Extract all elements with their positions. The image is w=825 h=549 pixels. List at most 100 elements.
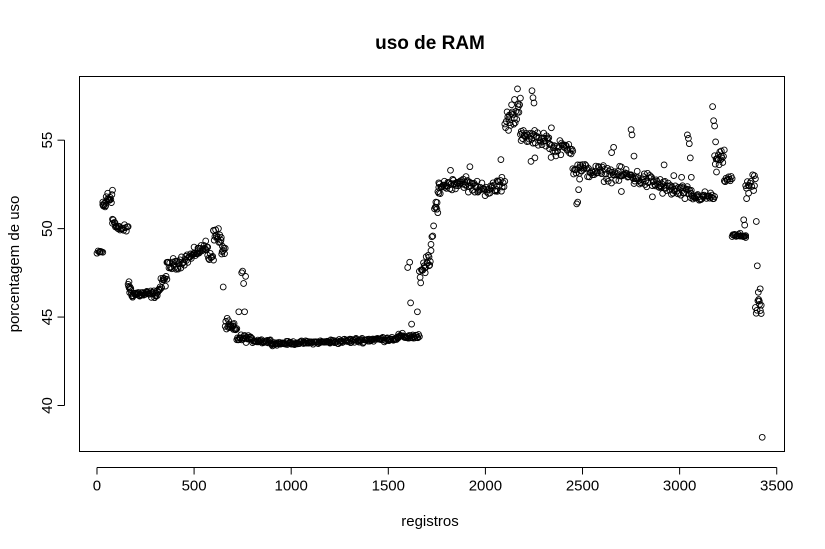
data-point bbox=[565, 141, 573, 148]
data-point bbox=[635, 177, 643, 184]
y-axis-label: porcentagem de uso bbox=[6, 196, 23, 333]
x-tick-label: 2000 bbox=[469, 478, 502, 495]
data-point bbox=[417, 279, 425, 287]
y-tick-label: 50 bbox=[39, 220, 56, 237]
plot-frame bbox=[79, 76, 785, 452]
x-tick-label: 3500 bbox=[760, 478, 793, 495]
data-point bbox=[707, 189, 714, 197]
data-point bbox=[435, 189, 443, 197]
data-point bbox=[630, 152, 638, 160]
data-point bbox=[148, 294, 155, 301]
data-point bbox=[429, 232, 437, 240]
data-point bbox=[108, 191, 116, 198]
data-point bbox=[466, 179, 474, 186]
data-point bbox=[421, 269, 429, 277]
x-tick-label: 2500 bbox=[566, 478, 599, 495]
data-point bbox=[741, 232, 749, 240]
data-point bbox=[425, 253, 433, 261]
data-point bbox=[516, 101, 523, 109]
data-point bbox=[627, 126, 635, 133]
data-point bbox=[547, 154, 555, 161]
data-point bbox=[575, 186, 582, 194]
data-point bbox=[502, 117, 510, 125]
data-point bbox=[162, 282, 169, 290]
data-point bbox=[745, 189, 752, 197]
data-point bbox=[215, 225, 222, 232]
data-point bbox=[95, 248, 103, 256]
data-point bbox=[109, 186, 116, 194]
data-point bbox=[628, 131, 636, 139]
y-tick-label: 40 bbox=[39, 397, 56, 414]
data-point bbox=[242, 273, 249, 280]
data-point bbox=[649, 193, 656, 201]
data-point bbox=[501, 178, 509, 185]
data-point bbox=[462, 173, 470, 180]
data-point bbox=[720, 146, 728, 154]
data-point bbox=[127, 285, 135, 292]
data-point bbox=[156, 285, 164, 293]
data-point bbox=[232, 326, 240, 333]
data-point bbox=[506, 119, 514, 127]
data-point bbox=[529, 94, 537, 102]
data-point bbox=[576, 175, 583, 183]
data-point bbox=[757, 301, 765, 309]
data-point bbox=[202, 237, 210, 245]
data-point bbox=[124, 223, 132, 230]
data-point bbox=[569, 147, 577, 155]
data-point bbox=[426, 258, 434, 265]
data-point bbox=[466, 163, 474, 171]
data-point bbox=[174, 264, 181, 272]
data-point bbox=[652, 176, 660, 184]
data-point bbox=[498, 173, 506, 181]
data-point bbox=[407, 299, 414, 307]
data-point bbox=[726, 177, 734, 185]
data-point bbox=[209, 253, 217, 260]
data-point bbox=[240, 280, 247, 287]
data-point bbox=[684, 185, 692, 193]
data-point bbox=[432, 198, 440, 206]
data-point bbox=[752, 175, 759, 183]
data-point bbox=[756, 285, 764, 293]
data-point bbox=[210, 256, 217, 264]
data-point bbox=[686, 154, 694, 162]
data-point bbox=[548, 124, 555, 132]
data-point bbox=[122, 227, 130, 235]
data-point bbox=[646, 172, 654, 179]
data-point bbox=[685, 140, 693, 148]
data-point bbox=[163, 275, 171, 283]
data-point bbox=[204, 243, 212, 251]
data-point bbox=[709, 103, 716, 110]
data-point bbox=[99, 198, 107, 206]
data-point bbox=[554, 144, 562, 152]
data-point bbox=[171, 264, 178, 271]
data-point bbox=[743, 195, 750, 202]
data-point bbox=[217, 234, 225, 241]
data-point bbox=[531, 154, 539, 162]
data-point bbox=[517, 127, 525, 135]
x-tick-label: 0 bbox=[93, 478, 101, 495]
data-point bbox=[190, 243, 198, 251]
data-point bbox=[687, 173, 695, 181]
data-point bbox=[713, 168, 720, 176]
data-point bbox=[633, 167, 641, 175]
data-point bbox=[680, 184, 687, 192]
data-point bbox=[505, 115, 513, 123]
data-point bbox=[514, 85, 521, 93]
data-point bbox=[718, 152, 725, 160]
data-point bbox=[557, 151, 565, 159]
data-point bbox=[618, 188, 625, 195]
data-point bbox=[527, 158, 535, 165]
data-point bbox=[716, 148, 724, 156]
data-point bbox=[528, 87, 536, 95]
data-point bbox=[126, 283, 134, 291]
data-point bbox=[711, 122, 718, 130]
data-point bbox=[554, 147, 561, 155]
data-point bbox=[515, 103, 522, 110]
data-point bbox=[740, 216, 748, 224]
data-point bbox=[511, 96, 518, 103]
data-point bbox=[678, 173, 685, 181]
data-point bbox=[172, 265, 180, 273]
data-point bbox=[552, 152, 560, 160]
x-tick-label: 1500 bbox=[372, 478, 405, 495]
data-point bbox=[416, 333, 423, 340]
